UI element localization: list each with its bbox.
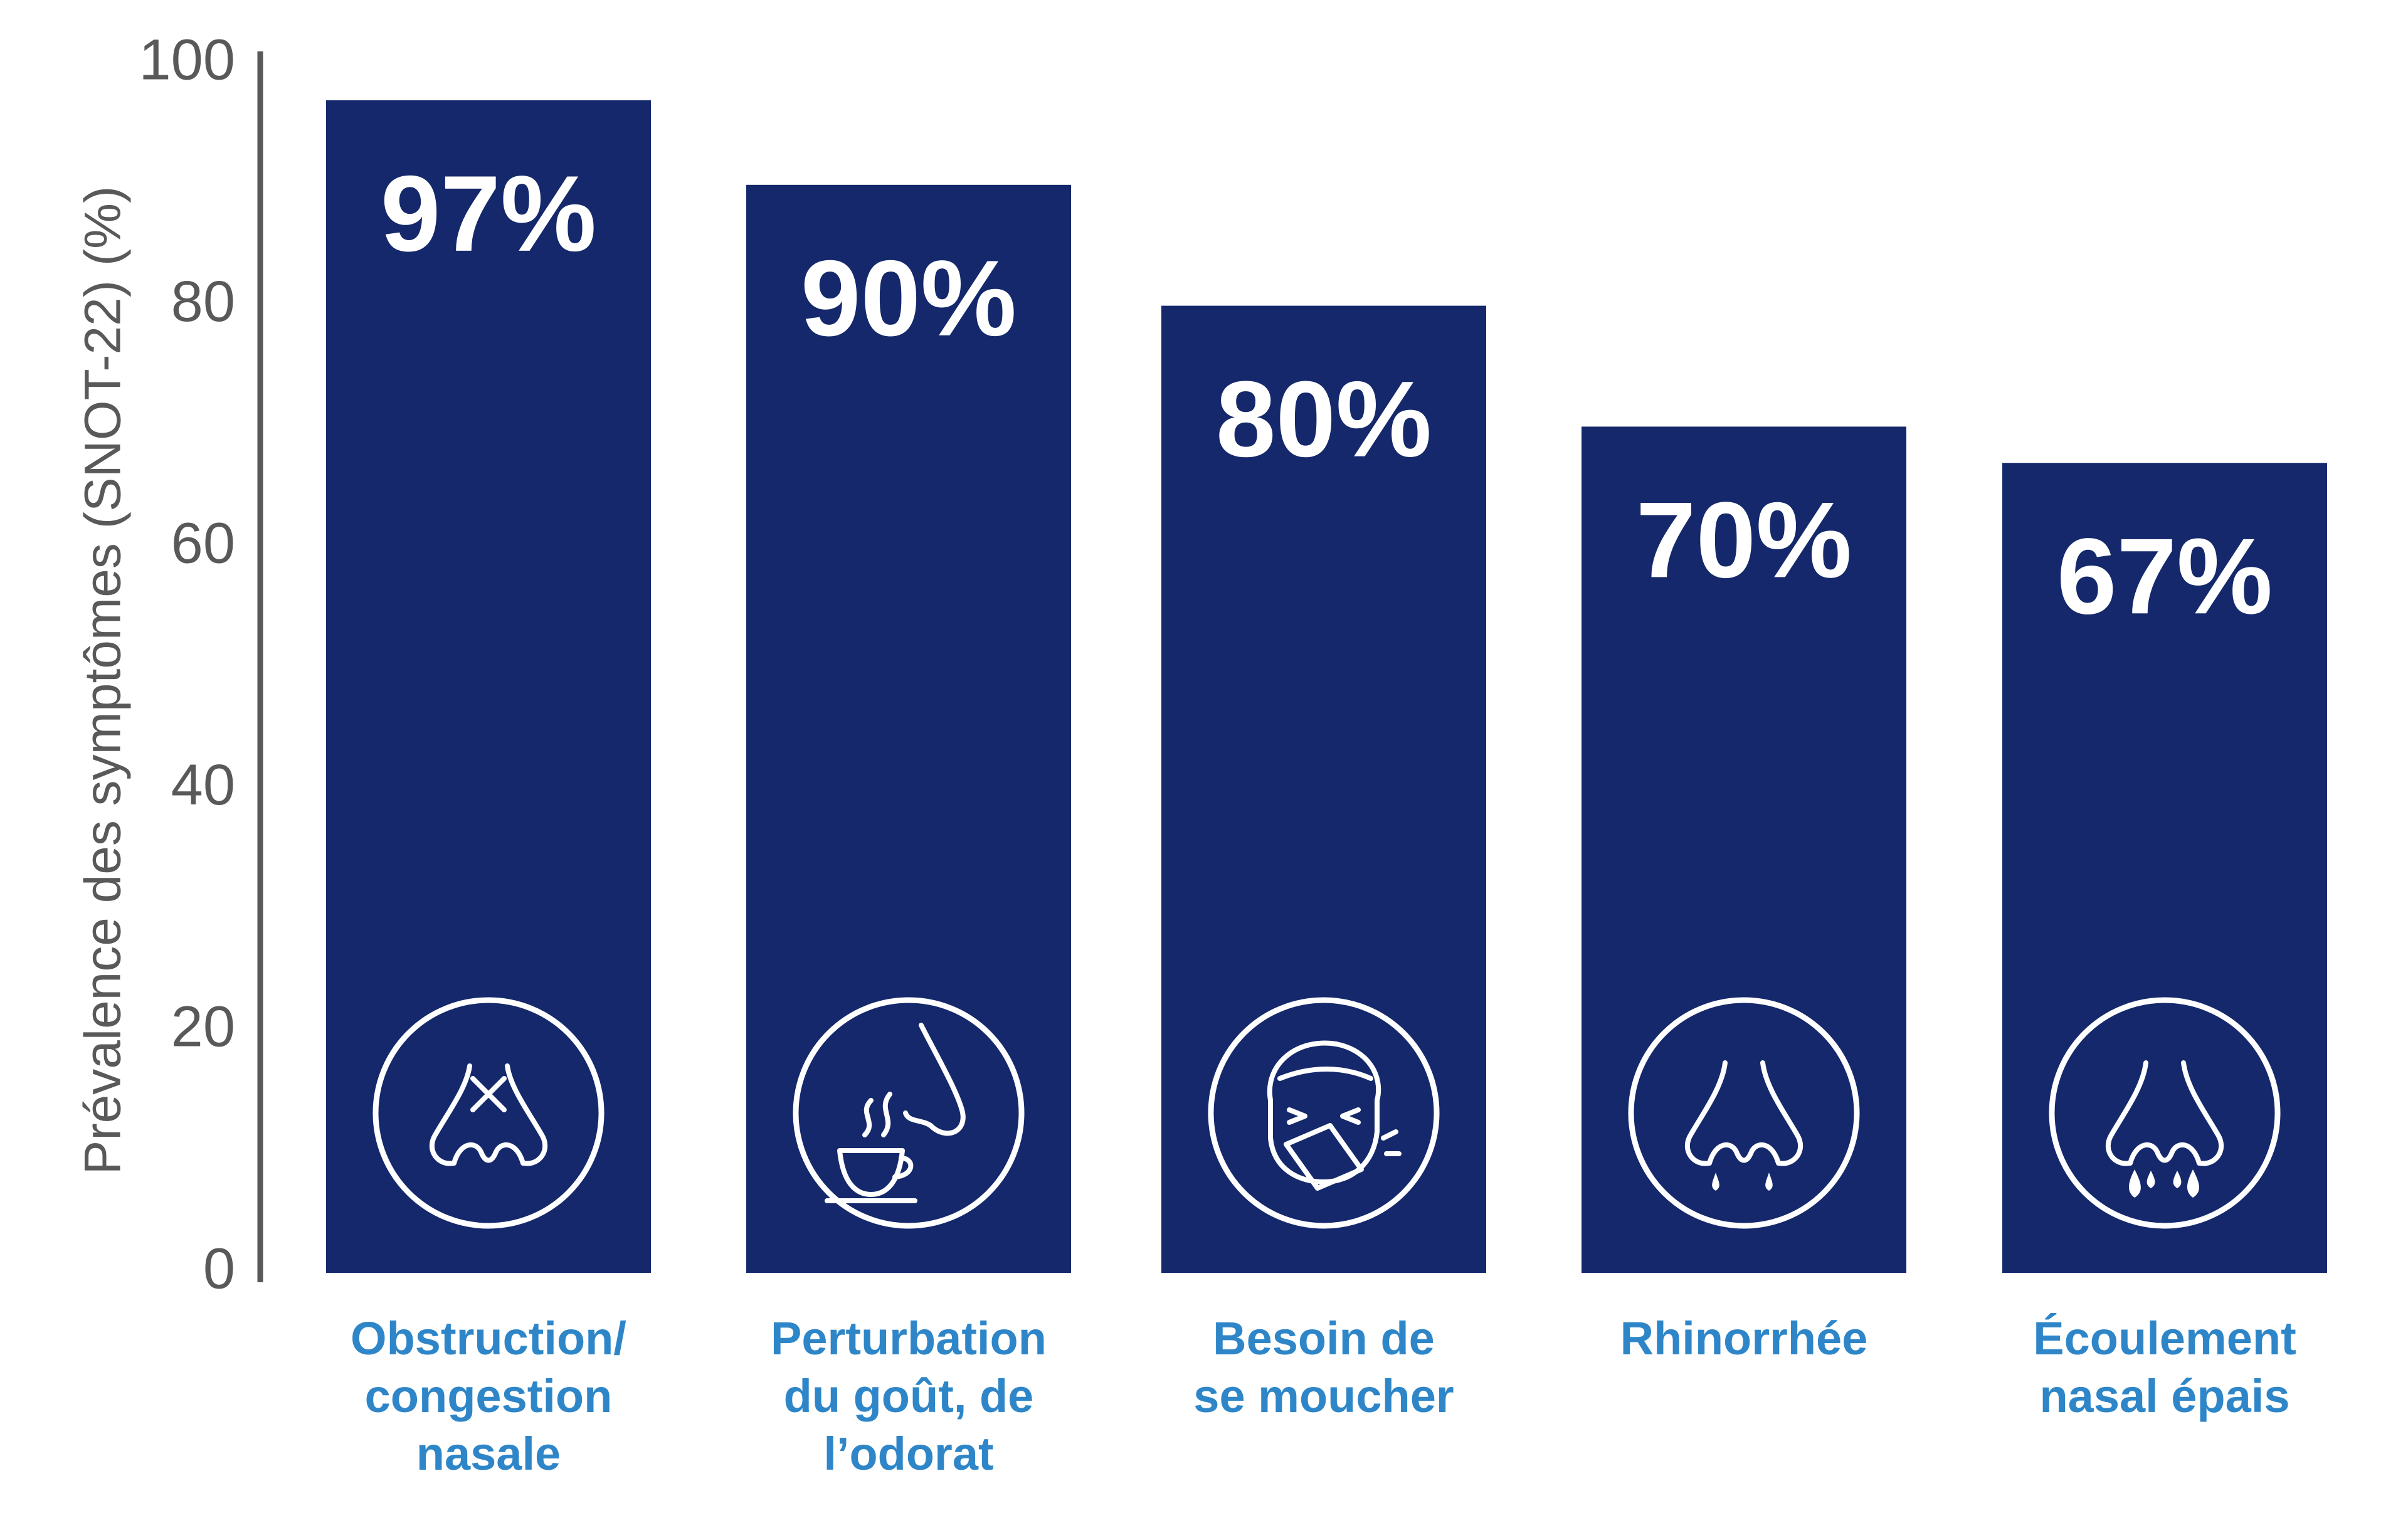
x-category-label-line: nasal épais <box>2039 1370 2289 1422</box>
y-axis-ticks: 0 20 40 60 80 100 <box>139 28 236 1300</box>
y-tick-label: 80 <box>171 270 235 334</box>
smell-coffee-icon <box>793 997 1025 1229</box>
runny-nose-icon <box>1628 997 1860 1229</box>
y-tick-label: 100 <box>139 28 236 92</box>
x-category-label-line: l’odorat <box>823 1428 993 1480</box>
thick-discharge-nose-icon <box>2049 997 2281 1229</box>
bar <box>1582 426 1906 1273</box>
x-category-label-line: Écoulement <box>2033 1312 2296 1364</box>
bars: 97% 90% 80% 70% 67% <box>326 100 2327 1273</box>
y-axis-title: Prévalence des symptômes (SNOT-22) (%) <box>75 186 132 1175</box>
bar-value-label: 97% <box>381 154 596 274</box>
x-category-label-line: Besoin de <box>1213 1312 1435 1364</box>
y-tick-label: 20 <box>171 995 235 1059</box>
x-category-label: Besoin de se moucher <box>1193 1312 1454 1422</box>
x-category-label-line: Perturbation <box>771 1312 1047 1364</box>
x-category-label: Écoulement nasal épais <box>2033 1312 2296 1422</box>
bar <box>1161 305 1486 1273</box>
bar-value-label: 67% <box>2057 516 2273 636</box>
y-tick-label: 0 <box>203 1236 235 1300</box>
sneezing-tissue-icon <box>1208 997 1440 1229</box>
x-category-label: Rhinorrhée <box>1620 1312 1868 1364</box>
x-category-label-line: nasale <box>416 1428 561 1480</box>
x-category-label-line: se moucher <box>1193 1370 1454 1422</box>
blocked-nose-icon <box>372 997 605 1229</box>
y-tick-label: 40 <box>171 753 235 817</box>
x-category-label-line: du goût, de <box>784 1370 1034 1422</box>
bar-value-label: 80% <box>1216 359 1432 480</box>
x-category-label: Obstruction/congestion nasale <box>351 1312 626 1480</box>
category-labels: Obstruction/congestion nasale Perturbation… <box>351 1312 2296 1480</box>
bar-value-label: 90% <box>801 238 1017 359</box>
x-category-label-line: Rhinorrhée <box>1620 1312 1868 1364</box>
x-category-label-line: Obstruction/ <box>351 1312 626 1364</box>
x-category-label: Perturbation du goût, de l’odorat <box>771 1312 1047 1480</box>
y-tick-label: 60 <box>171 511 235 575</box>
x-category-label-line: congestion <box>365 1370 613 1422</box>
bar-value-label: 70% <box>1636 480 1852 600</box>
